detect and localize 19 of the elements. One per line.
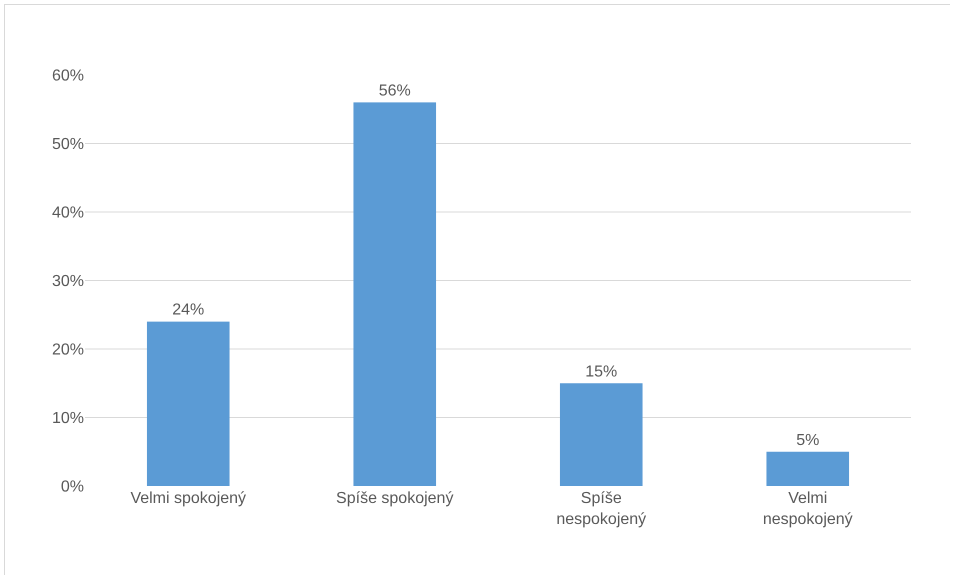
bar bbox=[353, 102, 436, 486]
y-tick-label: 60% bbox=[52, 68, 84, 85]
bar bbox=[560, 383, 643, 486]
data-label: 24% bbox=[172, 302, 204, 319]
y-tick-label: 40% bbox=[52, 204, 84, 222]
bar bbox=[766, 452, 850, 486]
y-tick-label: 10% bbox=[52, 410, 84, 428]
data-label: 15% bbox=[585, 363, 618, 380]
x-tick-label: Velmi spokojený bbox=[130, 490, 246, 507]
x-tick-label: Velmi nespokojený bbox=[762, 490, 853, 528]
y-tick-label: 30% bbox=[52, 273, 84, 290]
data-label: 5% bbox=[796, 432, 820, 449]
x-tick-label: Spíše spokojený bbox=[336, 490, 454, 507]
y-tick-label: 50% bbox=[52, 136, 84, 154]
data-label: 56% bbox=[378, 82, 411, 100]
x-tick-label: Spíše nespokojený bbox=[556, 490, 646, 528]
y-tick-label: 0% bbox=[60, 478, 84, 496]
y-tick-label: 20% bbox=[52, 342, 84, 359]
bar bbox=[146, 322, 230, 486]
